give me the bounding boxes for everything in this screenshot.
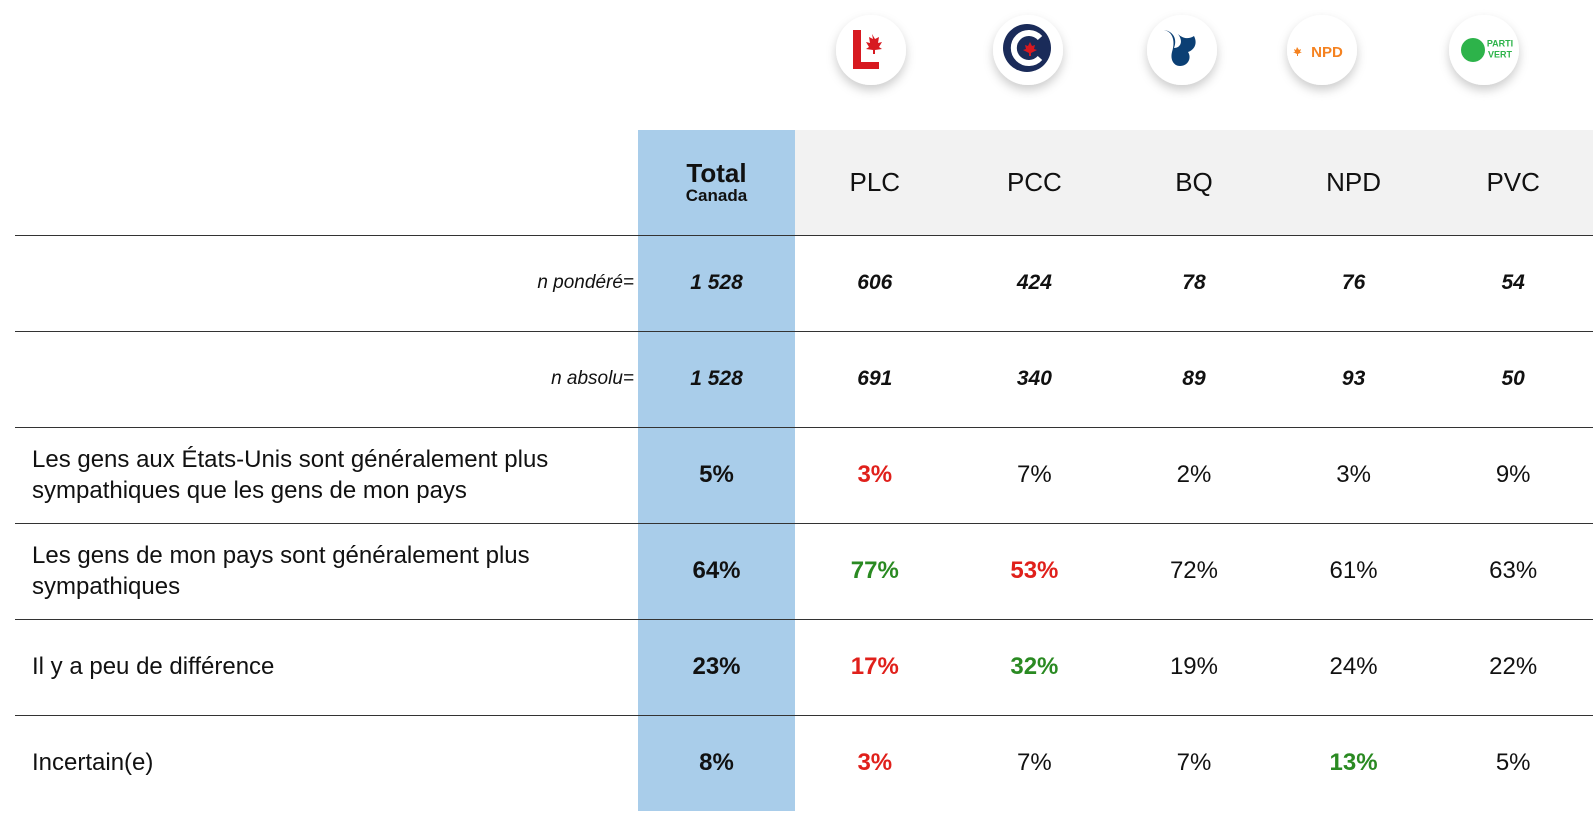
- logo-pcc: [993, 15, 1063, 85]
- row-divider: [15, 715, 1593, 716]
- cell-value: 63%: [1489, 557, 1538, 584]
- cell-value: 53%: [1010, 557, 1059, 584]
- row-divider: [15, 427, 1593, 428]
- cell-value: 5%: [1495, 749, 1531, 776]
- logo-text: PARTI: [1487, 38, 1513, 48]
- logo-pvc: PARTI VERT: [1449, 15, 1519, 85]
- cell-value: 3%: [1336, 461, 1371, 488]
- column-header: PVC: [1433, 130, 1593, 235]
- column-header: PLC: [795, 130, 955, 235]
- column-header: BQ: [1114, 130, 1274, 235]
- cell-value: 54: [1501, 271, 1525, 294]
- cell-value: 50: [1501, 367, 1525, 390]
- total-subtitle: Canada: [685, 186, 748, 206]
- cell-value: 89: [1182, 367, 1206, 390]
- cell-value: 78: [1182, 271, 1206, 294]
- cell-value: 32%: [1010, 653, 1059, 680]
- logo-bq: [1147, 15, 1217, 85]
- cell-value: 19%: [1169, 653, 1218, 680]
- total-header: Total Canada: [638, 130, 795, 235]
- cell-value: 7%: [1017, 749, 1052, 776]
- cell-value: 340: [1016, 367, 1052, 390]
- row-divider: [15, 331, 1593, 332]
- total-value: 23%: [638, 619, 795, 715]
- table: Total Canada PLC PCC BQ NPD PVC n pondéré= 1 528…: [0, 130, 1593, 822]
- header-blank: [0, 130, 638, 235]
- cell-value: 2%: [1176, 461, 1212, 488]
- row-label: Les gens aux États-Unis sont généralemen…: [32, 445, 549, 504]
- logo-plc: [836, 15, 906, 85]
- cell-value: 3%: [857, 461, 893, 488]
- row-divider: [15, 523, 1593, 524]
- logo-text: NPD: [1311, 44, 1343, 61]
- cell-value: 93: [1341, 367, 1366, 390]
- cell-value: 22%: [1489, 653, 1538, 680]
- row-divider: [15, 619, 1593, 620]
- total-title: Total: [686, 157, 747, 188]
- cell-value: 424: [1016, 271, 1052, 294]
- row-divider: [15, 235, 1593, 236]
- total-value: 8%: [638, 715, 795, 811]
- row-label: n pondéré=: [537, 272, 634, 293]
- total-value: 1 528: [638, 331, 795, 427]
- cell-value: 7%: [1017, 461, 1052, 488]
- cell-value: 3%: [857, 749, 893, 776]
- column-header: PCC: [954, 130, 1115, 235]
- row-label: Incertain(e): [32, 749, 154, 777]
- cell-value: 24%: [1329, 653, 1378, 680]
- cell-value: 61%: [1329, 557, 1378, 584]
- cell-value: 13%: [1329, 749, 1378, 776]
- row-label: Il y a peu de différence: [32, 653, 275, 681]
- cell-value: 72%: [1169, 557, 1218, 584]
- logo-text: VERT: [1488, 49, 1513, 59]
- logo-npd: NPD: [1287, 15, 1357, 85]
- cell-value: 76: [1341, 271, 1366, 294]
- cell-value: 77%: [850, 557, 899, 584]
- total-value: 1 528: [638, 235, 795, 331]
- cell-value: 7%: [1176, 749, 1212, 776]
- row-label: Les gens de mon pays sont généralement p…: [32, 541, 530, 600]
- total-value: 5%: [638, 427, 795, 523]
- cell-value: 691: [857, 367, 893, 390]
- cell-value: 606: [857, 271, 893, 294]
- row-label: n absolu=: [551, 368, 634, 389]
- party-logos: NPD PARTI VERT: [836, 15, 1519, 85]
- cell-value: 9%: [1495, 461, 1531, 488]
- total-value: 64%: [638, 523, 795, 619]
- cell-value: 17%: [850, 653, 899, 680]
- column-header: NPD: [1273, 130, 1434, 235]
